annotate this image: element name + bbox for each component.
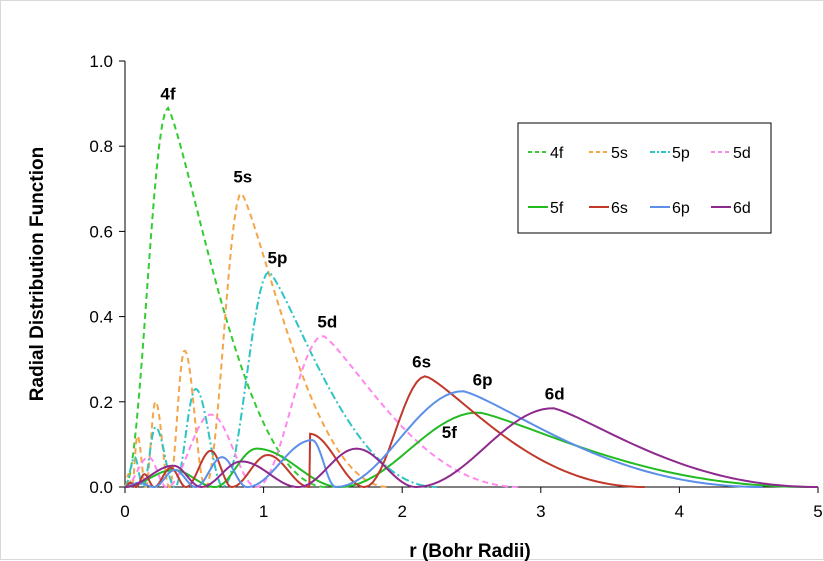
x-tick-label: 0 [120, 502, 129, 521]
x-tick-label: 2 [397, 502, 406, 521]
legend-label-6s: 6s [611, 200, 628, 217]
x-tick-label: 3 [536, 502, 545, 521]
legend: 4f 5s 5p 5d 5f 6s 6p 6d [517, 122, 772, 234]
series-line-5d [124, 335, 521, 489]
curve-label-5p: 5p [268, 248, 288, 267]
y-tick-label: 0.8 [89, 137, 113, 156]
curve-label-5f: 5f [442, 423, 457, 442]
x-tick-label: 5 [813, 502, 822, 521]
curve-label-5d: 5d [317, 312, 337, 331]
legend-box [517, 122, 772, 234]
series-line-6p [124, 390, 763, 489]
series-line-5s [124, 192, 389, 489]
curve-label-4f: 4f [160, 84, 175, 103]
y-tick-label: 1.0 [89, 52, 113, 71]
x-tick-label: 1 [259, 502, 268, 521]
legend-label-6d: 6d [733, 200, 751, 217]
y-tick-label: 0.4 [89, 308, 113, 327]
curve-label-6s: 6s [412, 353, 431, 372]
series-line-6d [124, 407, 819, 489]
legend-label-4f: 4f [550, 145, 564, 162]
x-axis-title: r (Bohr Radii) [409, 541, 530, 561]
series-line-6s [124, 375, 645, 489]
curve-label-5s: 5s [233, 167, 252, 186]
legend-label-5f: 5f [550, 200, 564, 217]
legend-label-5d: 5d [733, 145, 751, 162]
legend-label-6p: 6p [672, 200, 690, 217]
legend-label-5p: 5p [672, 145, 690, 162]
axes: 0.0 0.2 0.4 0.6 0.8 1.0 0 1 2 3 4 5 [89, 52, 822, 521]
curve-label-6d: 6d [545, 385, 565, 404]
y-tick-label: 0.0 [89, 478, 113, 497]
x-tick-label: 4 [675, 502, 684, 521]
y-axis-title: Radial Distribution Function [27, 147, 48, 401]
curve-annotations: 4f 5s 5p 5d 6s 6p 5f 6d [160, 84, 564, 442]
y-tick-label: 0.6 [89, 222, 113, 241]
y-tick-label: 0.2 [89, 393, 113, 412]
series-line-5p [124, 270, 437, 489]
curves [124, 106, 819, 489]
legend-label-5s: 5s [611, 145, 628, 162]
curve-label-6p: 6p [473, 371, 493, 390]
